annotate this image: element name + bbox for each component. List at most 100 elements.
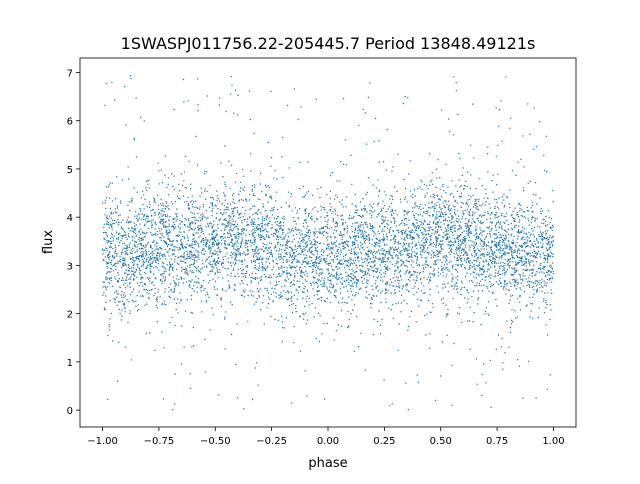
data-point (232, 262, 235, 264)
data-point (172, 221, 175, 224)
data-point (468, 225, 471, 227)
data-point (429, 276, 432, 279)
data-point (408, 253, 410, 255)
data-point (219, 209, 221, 211)
data-point (292, 230, 295, 232)
data-point (501, 244, 503, 246)
data-point (437, 271, 440, 273)
data-point (291, 296, 293, 298)
data-point (113, 256, 116, 258)
data-point (457, 254, 459, 257)
data-point (305, 298, 307, 300)
data-point (344, 260, 346, 262)
data-point (229, 187, 231, 190)
data-point (126, 219, 128, 221)
data-point (298, 269, 301, 271)
data-point (336, 268, 339, 270)
data-point (430, 235, 433, 237)
data-point (544, 230, 547, 232)
data-point (160, 203, 162, 205)
data-point (209, 184, 211, 186)
data-point (257, 235, 260, 237)
data-point (546, 278, 549, 281)
data-point (457, 279, 459, 281)
data-point (469, 260, 471, 262)
data-point (182, 268, 184, 270)
data-point (400, 254, 402, 256)
data-point (525, 252, 527, 254)
data-point (251, 188, 254, 190)
data-point (159, 296, 161, 298)
data-point (311, 260, 313, 262)
data-point (334, 256, 336, 259)
data-point (142, 245, 144, 248)
data-point (207, 293, 209, 296)
data-point (157, 162, 159, 164)
data-point (533, 227, 536, 229)
data-point (277, 241, 280, 244)
data-point (435, 246, 437, 248)
data-point (334, 241, 336, 244)
data-point (442, 236, 445, 239)
data-point (190, 294, 193, 297)
data-point (190, 298, 192, 301)
data-point (122, 257, 124, 259)
data-point (202, 244, 204, 246)
data-point (432, 222, 435, 224)
data-point (377, 242, 379, 244)
data-point (458, 152, 460, 155)
data-point (177, 312, 179, 314)
data-point (533, 148, 535, 150)
data-point (512, 251, 515, 253)
data-point (523, 241, 526, 243)
data-point (244, 291, 246, 293)
data-point (536, 256, 538, 259)
data-point (400, 259, 402, 261)
data-point (113, 264, 115, 266)
data-point (351, 285, 353, 287)
data-point (103, 292, 105, 294)
data-point (130, 276, 132, 278)
data-point (328, 279, 331, 282)
data-point (444, 218, 447, 220)
data-point (420, 251, 422, 253)
data-point (287, 236, 290, 238)
data-point (386, 128, 388, 131)
data-point (528, 280, 530, 282)
data-point (491, 240, 494, 243)
data-point (322, 272, 324, 274)
data-point (519, 219, 521, 221)
data-point (333, 339, 335, 341)
data-point (114, 268, 117, 271)
data-point (484, 204, 486, 206)
data-point (406, 269, 408, 271)
data-point (319, 259, 321, 261)
data-point (261, 225, 263, 227)
data-point (216, 288, 218, 290)
data-point (354, 246, 357, 248)
data-point (186, 257, 189, 260)
data-point (160, 279, 162, 282)
data-point (375, 271, 378, 273)
data-point (157, 249, 159, 251)
data-point (131, 299, 134, 302)
data-point (404, 237, 406, 239)
data-point (546, 236, 548, 239)
data-point (367, 270, 370, 272)
data-point (313, 232, 316, 234)
data-point (156, 298, 158, 301)
data-point (233, 207, 236, 209)
data-point (470, 174, 472, 176)
data-point (224, 247, 226, 249)
data-point (109, 197, 111, 199)
data-point (544, 257, 546, 260)
data-point (229, 241, 232, 243)
data-point (326, 212, 328, 214)
data-point (326, 215, 329, 217)
data-point (214, 273, 216, 275)
data-point (114, 198, 117, 200)
data-point (335, 330, 338, 332)
data-point (285, 272, 288, 274)
data-point (388, 206, 391, 208)
data-point (257, 291, 259, 293)
